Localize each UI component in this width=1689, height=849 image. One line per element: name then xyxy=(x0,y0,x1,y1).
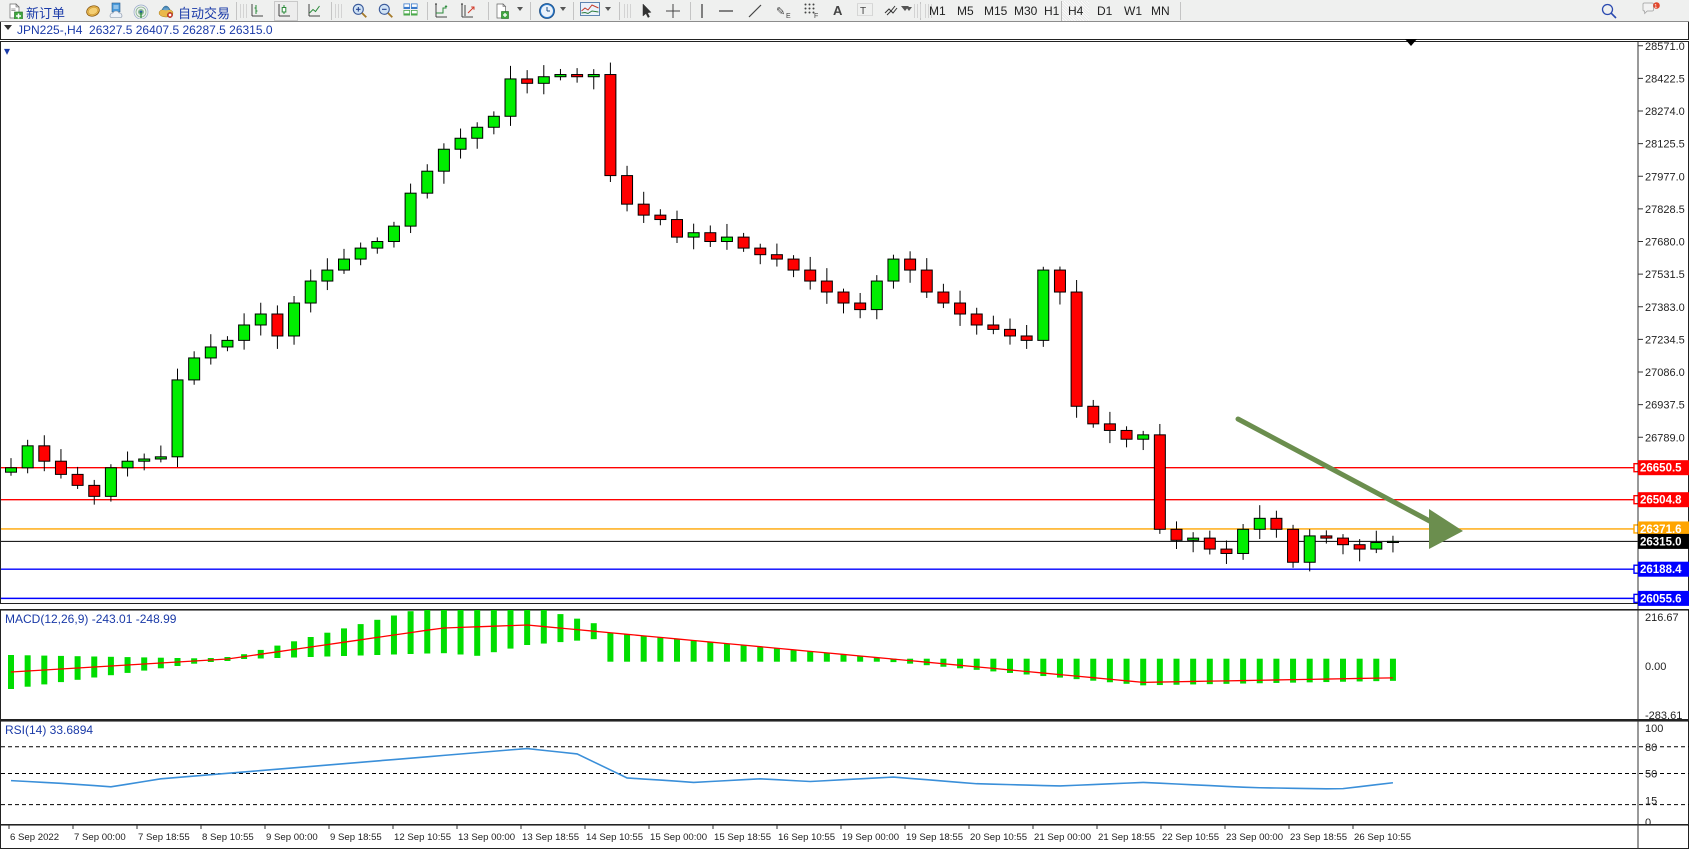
svg-text:13 Sep 18:55: 13 Sep 18:55 xyxy=(522,832,579,843)
svg-text:26937.5: 26937.5 xyxy=(1645,400,1685,412)
svg-text:21 Sep 00:00: 21 Sep 00:00 xyxy=(1034,832,1091,843)
svg-text:26789.0: 26789.0 xyxy=(1645,432,1685,444)
svg-text:F: F xyxy=(814,13,818,19)
svg-text:19 Sep 00:00: 19 Sep 00:00 xyxy=(842,832,899,843)
svg-text:21 Sep 18:55: 21 Sep 18:55 xyxy=(1098,832,1155,843)
svg-text:27234.5: 27234.5 xyxy=(1645,334,1685,346)
svg-text:14 Sep 10:55: 14 Sep 10:55 xyxy=(586,832,643,843)
svg-text:26055.6: 26055.6 xyxy=(1640,593,1682,605)
svg-text:28422.5: 28422.5 xyxy=(1645,73,1685,85)
svg-text:216.67: 216.67 xyxy=(1645,612,1679,624)
svg-text:0.00: 0.00 xyxy=(1645,661,1666,673)
svg-text:26504.8: 26504.8 xyxy=(1640,495,1682,507)
svg-text:9 Sep 00:00: 9 Sep 00:00 xyxy=(266,832,318,843)
svg-text:28274.0: 28274.0 xyxy=(1645,106,1685,118)
svg-text:T: T xyxy=(860,6,866,17)
svg-text:8 Sep 10:55: 8 Sep 10:55 xyxy=(202,832,254,843)
svg-text:28571.0: 28571.0 xyxy=(1645,41,1685,53)
svg-text:15 Sep 18:55: 15 Sep 18:55 xyxy=(714,832,771,843)
svg-text:23 Sep 18:55: 23 Sep 18:55 xyxy=(1290,832,1347,843)
svg-text:1: 1 xyxy=(1654,4,1657,10)
svg-text:✎: ✎ xyxy=(776,6,785,18)
svg-text:7 Sep 18:55: 7 Sep 18:55 xyxy=(138,832,190,843)
svg-text:E: E xyxy=(786,13,791,19)
svg-text:100: 100 xyxy=(1645,723,1663,735)
svg-text:6 Sep 2022: 6 Sep 2022 xyxy=(10,832,59,843)
svg-text:15: 15 xyxy=(1645,796,1657,808)
svg-text:27086.0: 27086.0 xyxy=(1645,367,1685,379)
svg-text:13 Sep 00:00: 13 Sep 00:00 xyxy=(458,832,515,843)
svg-text:26188.4: 26188.4 xyxy=(1640,564,1682,576)
svg-text:16 Sep 10:55: 16 Sep 10:55 xyxy=(778,832,835,843)
svg-text:26 Sep 10:55: 26 Sep 10:55 xyxy=(1354,832,1411,843)
svg-text:9 Sep 18:55: 9 Sep 18:55 xyxy=(330,832,382,843)
svg-text:20 Sep 10:55: 20 Sep 10:55 xyxy=(970,832,1027,843)
svg-text:27383.0: 27383.0 xyxy=(1645,302,1685,314)
svg-text:27680.0: 27680.0 xyxy=(1645,237,1685,249)
svg-text:22 Sep 10:55: 22 Sep 10:55 xyxy=(1162,832,1219,843)
svg-text:23 Sep 00:00: 23 Sep 00:00 xyxy=(1226,832,1283,843)
svg-text:50: 50 xyxy=(1645,769,1657,781)
svg-text:26650.5: 26650.5 xyxy=(1640,463,1682,475)
svg-text:27977.0: 27977.0 xyxy=(1645,171,1685,183)
svg-text:26315.0: 26315.0 xyxy=(1640,536,1682,548)
svg-text:27828.5: 27828.5 xyxy=(1645,204,1685,216)
svg-text:80: 80 xyxy=(1645,742,1657,754)
svg-text:7 Sep 00:00: 7 Sep 00:00 xyxy=(74,832,126,843)
svg-text:12 Sep 10:55: 12 Sep 10:55 xyxy=(394,832,451,843)
svg-text:27531.5: 27531.5 xyxy=(1645,269,1685,281)
svg-text:19 Sep 18:55: 19 Sep 18:55 xyxy=(906,832,963,843)
svg-text:15 Sep 00:00: 15 Sep 00:00 xyxy=(650,832,707,843)
svg-text:28125.5: 28125.5 xyxy=(1645,139,1685,151)
